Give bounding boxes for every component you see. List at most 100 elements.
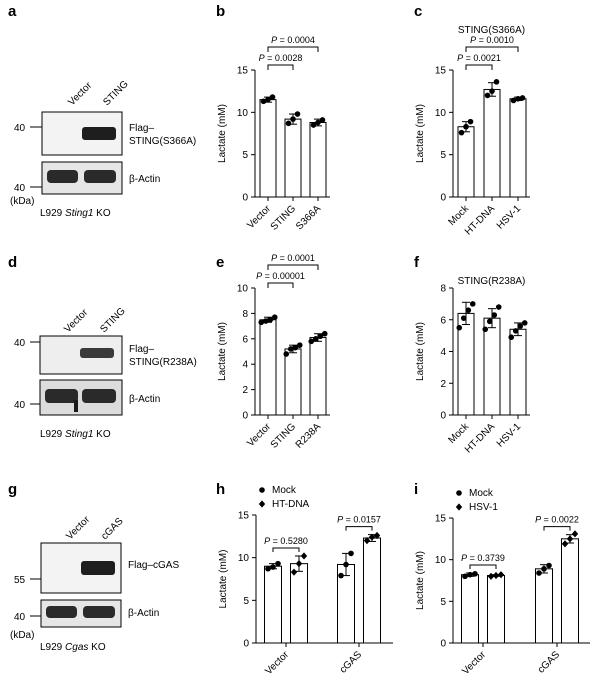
significance-bracket	[267, 264, 319, 270]
blot-label: Flag–cGAS	[128, 560, 179, 571]
data-point	[259, 487, 265, 493]
mw-marker: 40	[14, 183, 26, 194]
data-point	[467, 118, 474, 125]
data-point-diamond	[497, 571, 505, 579]
y-tick-label: 5	[440, 150, 446, 161]
data-point	[260, 98, 267, 105]
data-point	[463, 123, 469, 130]
blot-band	[82, 389, 116, 403]
blot-caption: L929 Cgas KO	[40, 642, 106, 653]
blot-label: Flag–	[129, 123, 154, 134]
legend-label: Mock	[272, 485, 297, 496]
y-axis-label: Lactate (mM)	[217, 104, 228, 163]
data-point	[267, 316, 274, 323]
data-point	[493, 79, 500, 85]
y-tick-label: 0	[242, 193, 248, 204]
y-axis-label: Lactate (mM)	[415, 104, 426, 163]
data-point	[467, 571, 473, 578]
blot-band	[82, 127, 116, 140]
p-value: P = 0.0021	[457, 53, 501, 63]
blot-label: Flag–	[129, 344, 154, 355]
bar	[487, 575, 505, 644]
y-tick-label: 0	[243, 639, 249, 650]
bar	[535, 568, 553, 644]
data-point-diamond	[300, 552, 308, 560]
data-point	[308, 338, 315, 345]
x-tick-label: STING	[269, 421, 299, 451]
data-point	[312, 336, 319, 342]
blot-label: β-Actin	[129, 394, 160, 405]
p-value: P = 0.0157	[337, 515, 381, 525]
data-point	[270, 564, 276, 570]
blot-label: STING(R238A)	[129, 357, 197, 368]
data-point-diamond	[363, 537, 371, 545]
significance-bracket	[267, 282, 294, 288]
data-point	[469, 301, 476, 307]
blot-caption: L929 Sting1 KO	[40, 208, 111, 219]
y-tick-label: 15	[435, 66, 447, 77]
y-tick-label: 0	[242, 411, 248, 422]
y-tick-label: 15	[435, 514, 447, 525]
data-point	[271, 314, 278, 321]
significance-bracket	[272, 547, 300, 552]
panel-label: i	[414, 481, 418, 498]
lane-label: STING	[101, 79, 131, 109]
bar	[561, 538, 579, 644]
bar	[284, 348, 302, 416]
data-point	[491, 312, 498, 318]
bar	[290, 563, 308, 644]
p-value: P = 0.0004	[271, 35, 315, 45]
data-point-diamond	[487, 572, 495, 580]
p-value: P = 0.0001	[271, 253, 315, 263]
mw-marker: 55	[14, 575, 26, 586]
p-value: P = 0.0028	[259, 53, 303, 63]
x-tick-label: HSV-1	[495, 421, 524, 450]
significance-bracket	[465, 46, 519, 52]
data-point	[472, 571, 478, 577]
data-point	[315, 119, 321, 126]
y-tick-label: 5	[242, 150, 248, 161]
x-tick-label: cGAS	[338, 649, 364, 675]
x-tick-label: cGAS	[536, 649, 562, 675]
data-point	[287, 346, 294, 352]
p-value: P = 0.0022	[535, 515, 579, 525]
chart-h: h 0 5 10 15 Lactate (mM) Vector P = 0.5280 cGAS P…	[216, 481, 393, 677]
y-tick-label: 0	[440, 639, 446, 650]
mw-marker: 40	[14, 338, 26, 349]
data-point	[456, 490, 462, 496]
blot-artifact	[74, 400, 78, 412]
data-point	[292, 344, 299, 351]
panel-label: e	[216, 254, 224, 271]
x-tick-label: STING	[269, 203, 299, 233]
data-point	[265, 565, 271, 572]
lane-label: Vector	[64, 514, 92, 542]
data-point	[269, 94, 276, 100]
data-point-diamond	[368, 533, 376, 541]
panel-label: c	[414, 3, 422, 20]
data-point	[510, 97, 517, 104]
y-tick-label: 15	[238, 511, 250, 522]
data-point	[317, 333, 324, 340]
lane-label: Vector	[66, 80, 94, 108]
data-point	[456, 324, 463, 331]
y-tick-label: 10	[238, 553, 250, 564]
bar	[259, 99, 277, 198]
panel-d: d Vector STING Flag– STING(R238A) β-Acti…	[8, 254, 197, 440]
y-tick-label: 6	[242, 334, 248, 345]
y-tick-label: 4	[242, 360, 248, 371]
chart-title: STING(S366A)	[458, 25, 525, 36]
x-tick-label: Vector	[263, 649, 291, 677]
bar	[461, 574, 479, 644]
data-point	[343, 561, 349, 568]
lane-label: STING	[98, 306, 128, 336]
data-point	[265, 96, 271, 103]
blot-label: STING(S366A)	[129, 136, 196, 147]
panel-label: f	[414, 254, 420, 271]
chart-i: i 0 5 10 15 Lactate (mM) Vector P = 0.3739 cGAS P…	[414, 481, 590, 677]
mw-marker: 40	[14, 123, 26, 134]
x-tick-label: R238A	[294, 421, 324, 451]
panel-label: g	[8, 481, 17, 498]
bar	[363, 537, 381, 644]
